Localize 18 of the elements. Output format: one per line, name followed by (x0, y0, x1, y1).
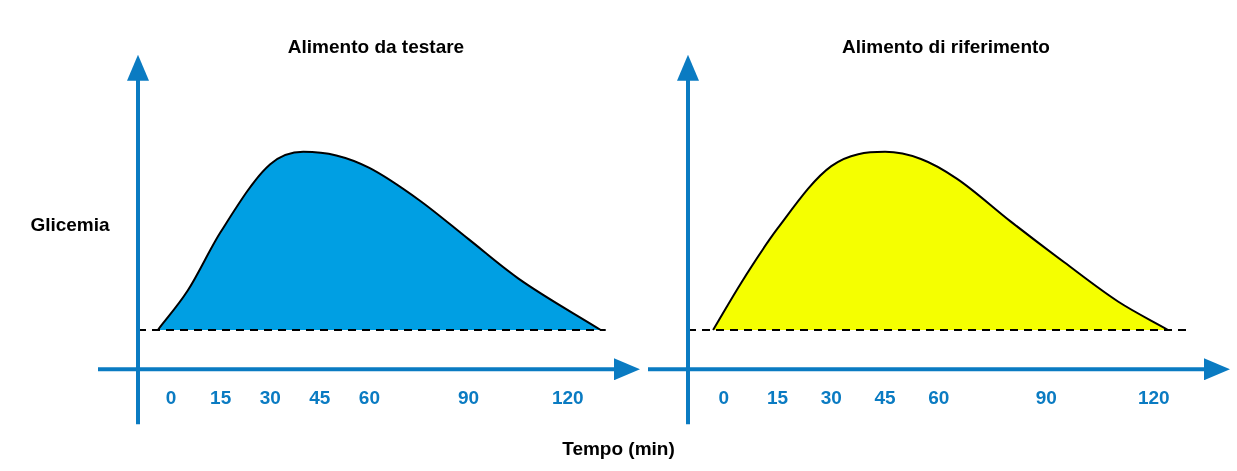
x-tick-label: 30 (259, 386, 281, 408)
x-tick-label: 120 (1137, 386, 1170, 408)
chart-title: Alimento di riferimento (842, 35, 1050, 57)
x-tick-label: 15 (210, 386, 232, 408)
x-tick-label: 45 (309, 386, 331, 408)
chart-title: Alimento da testare (287, 35, 465, 57)
x-tick-label: 120 (551, 386, 584, 408)
x-tick-label: 60 (928, 386, 950, 408)
x-tick-label: 0 (718, 386, 730, 408)
x-tick-label: 60 (358, 386, 380, 408)
x-tick-label: 45 (874, 386, 897, 408)
y-axis-title: Glicemia (30, 214, 111, 236)
x-tick-label: 30 (820, 386, 842, 408)
x-tick-label: 90 (457, 386, 480, 408)
x-axis-title: Tempo (min) (561, 438, 676, 460)
x-tick-label: 90 (1035, 386, 1057, 408)
x-tick-label: 0 (165, 386, 177, 408)
x-tick-label: 15 (767, 386, 789, 408)
